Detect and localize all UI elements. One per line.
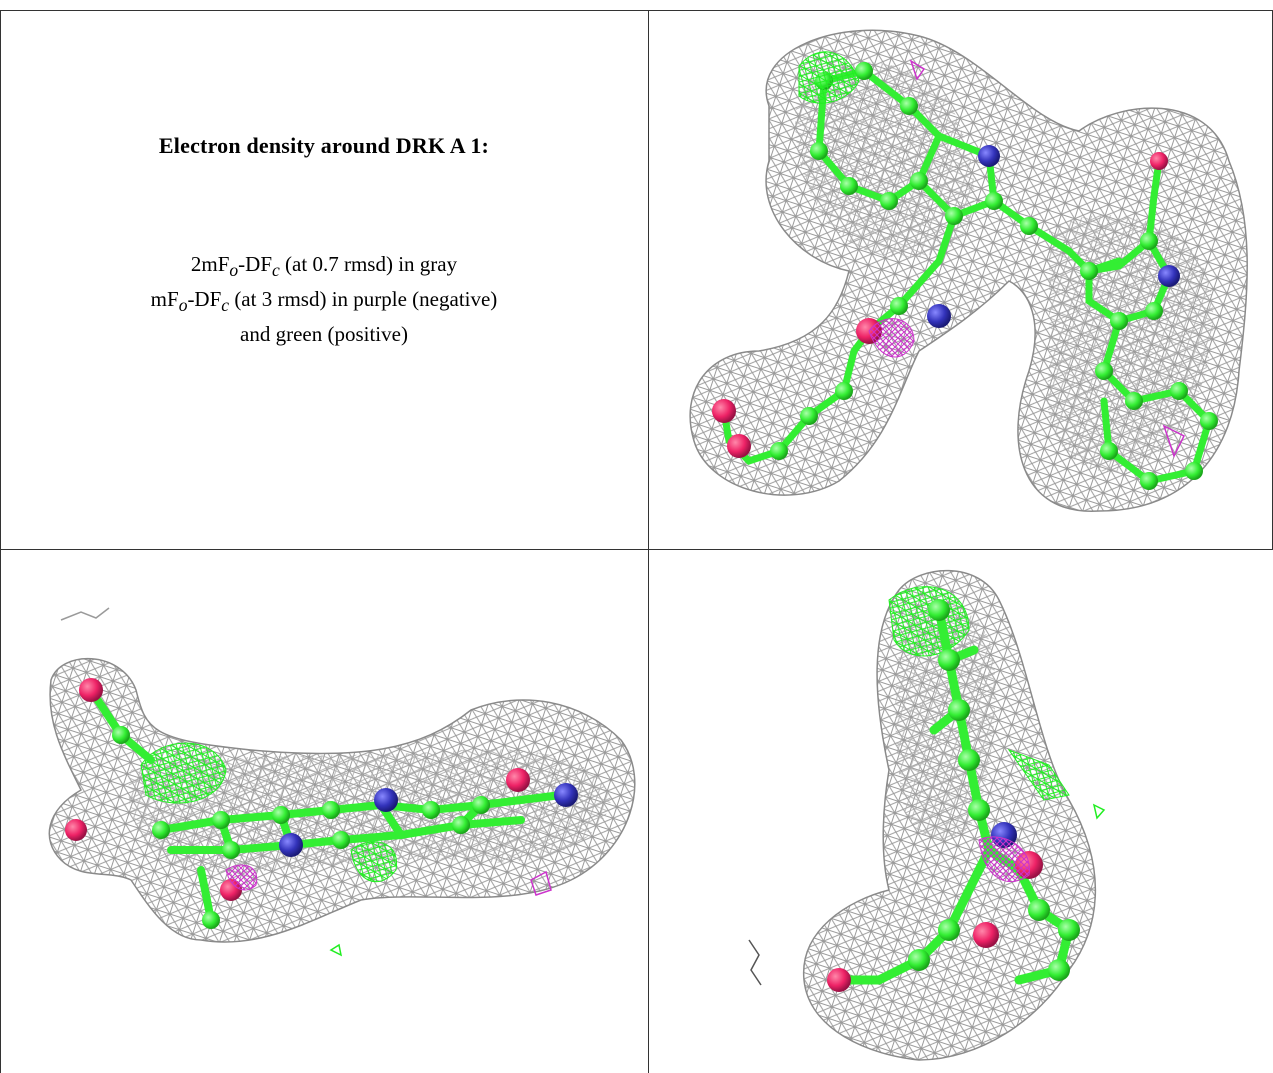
negative-density-front-3: [909, 59, 926, 81]
density-mesh-overlay-side: [128, 749, 611, 873]
table-border-middle: [0, 549, 1273, 550]
density-view-front: [649, 11, 1272, 549]
positive-density-front: [798, 51, 860, 104]
density-view-end-on: [649, 550, 1272, 1073]
negative-density-front-2: [1162, 424, 1186, 458]
density-side-svg: [48, 607, 636, 957]
negative-density-side-2: [530, 870, 552, 896]
negative-density-end-on: [978, 836, 1030, 883]
negative-density-front-1: [868, 318, 915, 358]
density-view-side: [1, 550, 648, 1073]
caption-title: Electron density around DRK A 1:: [158, 133, 490, 158]
density-end-on-svg: [748, 569, 1106, 1061]
positive-density-side-1: [140, 742, 227, 804]
table-border-left: [0, 10, 1, 1073]
map-2fofc-line: 2mFo-DFc (at 0.7 rmsd) in gray: [190, 252, 458, 281]
stray-mesh-side: [60, 607, 110, 621]
negative-density-side-1: [225, 864, 258, 891]
atoms-end-on: [827, 599, 1080, 992]
table-border-center: [648, 10, 649, 1073]
stray-mesh-end-on: [748, 939, 762, 986]
caption-cell: Electron density around DRK A 1:: [0, 133, 648, 159]
caption-description: 2mFo-DFc (at 0.7 rmsd) in gray mFo-DFc (…: [0, 250, 648, 349]
positive-density-end-on-2: [1007, 748, 1070, 801]
map-color-line: and green (positive): [240, 322, 408, 347]
positive-density-side-2: [350, 841, 397, 883]
atoms-side: [65, 678, 578, 929]
map-fofc-line: mFo-DFc (at 3 rmsd) in purple (negative): [150, 287, 498, 316]
table-border-top: [0, 10, 1273, 11]
density-front-svg: [689, 29, 1248, 512]
positive-density-end-on-3: [1092, 803, 1106, 820]
positive-density-side-3: [329, 943, 343, 957]
